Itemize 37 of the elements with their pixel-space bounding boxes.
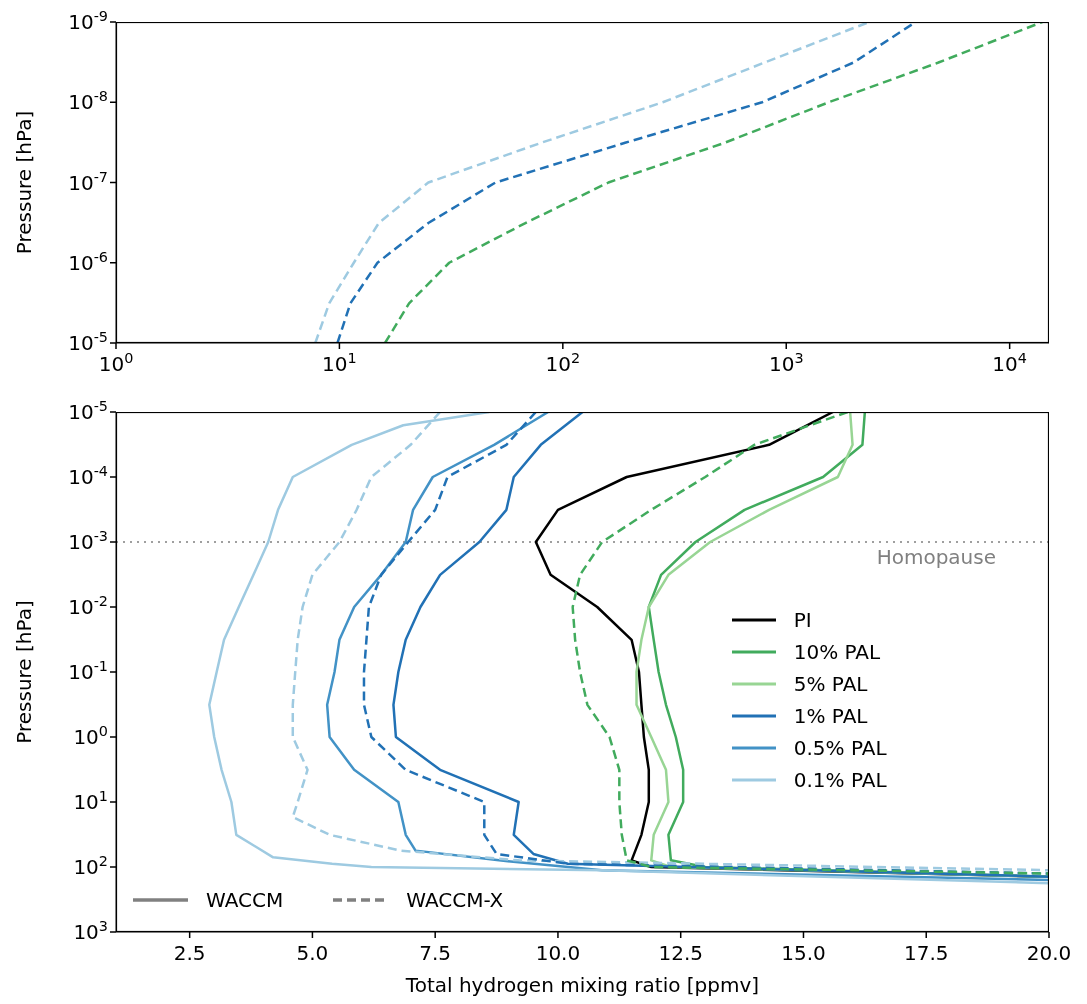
legend-label: 10% PAL: [793, 640, 881, 665]
y-axis-title: Pressure [hPa]: [12, 600, 37, 744]
x-tick-label: 10$^{2}$: [545, 350, 581, 376]
legend-label: PI: [793, 608, 812, 633]
legend-label: 1% PAL: [793, 704, 868, 729]
y-tick-label: 10$^{-5}$: [68, 398, 108, 424]
ref-line-label: Homopause: [876, 545, 996, 570]
x-tick-label: 10$^{4}$: [992, 350, 1027, 376]
y-tick-label: 10$^{-3}$: [68, 528, 108, 554]
x-tick-label: 5.0: [296, 941, 329, 965]
y-tick-label: 10$^{-7}$: [68, 168, 108, 195]
legend-label: 0.5% PAL: [793, 736, 887, 761]
y-tick-label: 10$^{1}$: [73, 788, 108, 814]
y-tick-label: 10$^{-6}$: [68, 248, 108, 275]
x-tick-label: 2.5: [173, 941, 206, 965]
annotation: WACCM-X: [406, 888, 504, 912]
x-tick-label: 15.0: [781, 941, 826, 965]
annotation: WACCM: [206, 888, 284, 912]
x-tick-label: 10$^{3}$: [768, 350, 804, 376]
legend-label: 5% PAL: [793, 672, 868, 697]
x-tick-label: 7.5: [419, 941, 452, 965]
y-tick-label: 10$^{-4}$: [68, 463, 108, 489]
x-axis-title: Total hydrogen mixing ratio [ppmv]: [404, 973, 760, 997]
x-tick-label: 12.5: [658, 941, 703, 965]
y-axis-title: Pressure [hPa]: [12, 110, 37, 255]
y-tick-label: 10$^{3}$: [73, 918, 108, 944]
legend-label: 0.1% PAL: [793, 768, 887, 793]
y-tick-label: 10$^{-1}$: [68, 658, 108, 684]
y-tick-label: 10$^{0}$: [73, 723, 108, 749]
y-tick-label: 10$^{-9}$: [68, 8, 108, 34]
y-tick-label: 10$^{-2}$: [68, 593, 108, 619]
x-tick-label: 17.5: [903, 941, 949, 965]
x-tick-label: 20.0: [1026, 941, 1072, 965]
y-tick-label: 10$^{2}$: [73, 853, 108, 879]
y-tick-label: 10$^{-8}$: [68, 88, 108, 115]
x-tick-label: 10.0: [535, 941, 581, 965]
x-tick-label: 10$^{1}$: [322, 350, 357, 376]
